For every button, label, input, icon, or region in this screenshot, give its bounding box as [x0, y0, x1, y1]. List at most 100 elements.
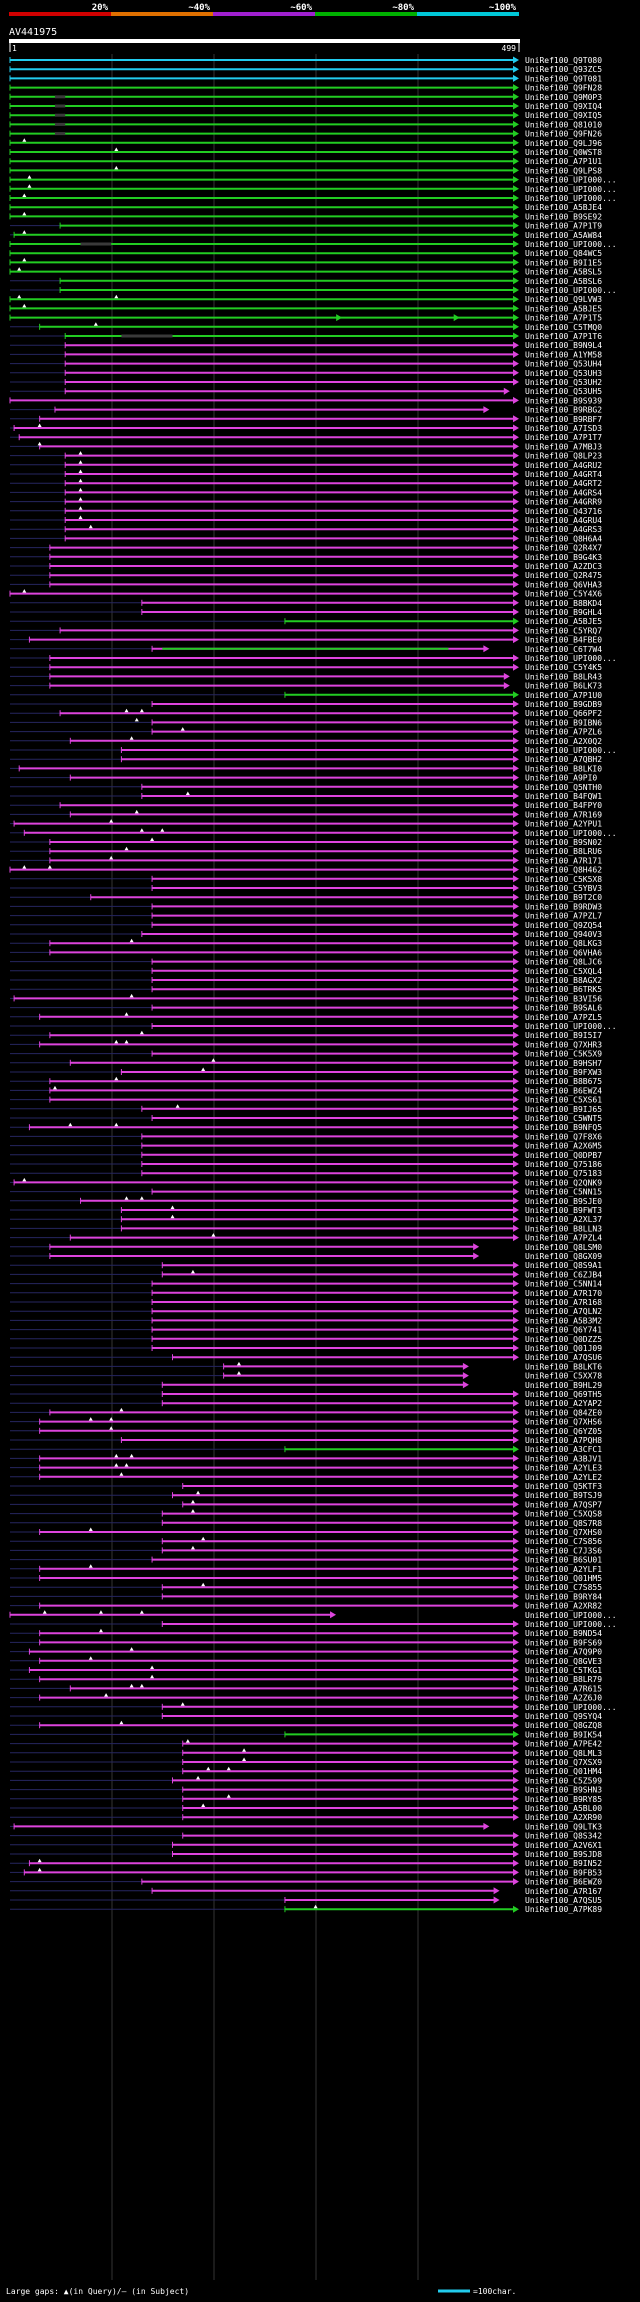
- query-gap-mark: [109, 855, 114, 860]
- hit-row: UniRef100_UPI000...: [10, 1620, 617, 1629]
- hit-row: UniRef100_Q9XIQ4: [9, 102, 602, 111]
- hit-row: UniRef100_A7P1T5: [9, 314, 602, 323]
- hit-row: UniRef100_Q81010: [9, 120, 602, 129]
- query-gap-mark: [150, 1665, 155, 1669]
- query-gap-mark: [88, 1564, 93, 1568]
- hit-arrow: [513, 84, 519, 92]
- hit-row: UniRef100_C6ZJB4: [10, 1269, 602, 1279]
- hit-row: UniRef100_Q9FN28: [9, 84, 602, 93]
- hit-arrow: [513, 1096, 519, 1104]
- hit-arrow: [513, 185, 519, 193]
- hit-row: UniRef100_A7R171: [10, 855, 602, 865]
- hit-arrow: [513, 1316, 519, 1324]
- hit-label: UniRef100_UPI000...: [525, 176, 617, 185]
- hit-row: UniRef100_B6EWZ4: [10, 1085, 602, 1095]
- hit-arrow: [513, 1832, 519, 1840]
- hit-arrow: [513, 1565, 519, 1573]
- hit-row: UniRef100_Q8GX09: [10, 1252, 602, 1261]
- hit-arrow: [513, 1730, 519, 1738]
- hit-row: UniRef100_Q5KTF3: [10, 1482, 602, 1491]
- hit-arrow: [513, 350, 519, 358]
- hit-label: UniRef100_Q6YZ05: [525, 1427, 602, 1436]
- hit-arrow: [513, 507, 519, 515]
- hit-label: UniRef100_B9FS69: [525, 1638, 602, 1647]
- hit-label: UniRef100_Q9FN26: [525, 130, 602, 139]
- hit-arrow: [513, 488, 519, 496]
- hit-row: UniRef100_A7R170: [10, 1289, 602, 1298]
- hit-arrow: [483, 406, 490, 414]
- hit-arrow: [513, 1841, 519, 1849]
- query-gap-mark: [313, 1904, 318, 1909]
- query-gap-mark: [226, 1794, 231, 1798]
- hit-row: UniRef100_C5Y4K5: [10, 663, 602, 672]
- hit-label: UniRef100_B4FPY0: [525, 801, 602, 810]
- hit-label: UniRef100_A5BL00: [525, 1804, 602, 1813]
- hit-label: UniRef100_B9SE92: [525, 212, 602, 221]
- hit-label: UniRef100_B9HL29: [525, 1381, 602, 1390]
- hit-row: UniRef100_Q6VHA3: [10, 580, 602, 589]
- hit-arrow: [513, 176, 519, 184]
- hit-arrow: [513, 415, 519, 423]
- hit-row: UniRef100_Q7F8X6: [10, 1132, 602, 1141]
- hit-label: UniRef100_Q9LJ96: [525, 139, 602, 148]
- query-gap-mark: [226, 1766, 231, 1771]
- hit-row: UniRef100_A2YAP2: [10, 1399, 602, 1408]
- hit-row: UniRef100_Q9M0P3: [9, 93, 602, 102]
- hit-label: UniRef100_B6SU01: [525, 1556, 602, 1565]
- hit-arrow: [513, 1482, 519, 1490]
- query-gap-mark: [37, 1858, 42, 1863]
- hit-arrow: [513, 304, 519, 312]
- hit-arrow: [513, 314, 519, 322]
- identity-scale-segment: [417, 12, 519, 16]
- hit-arrow: [503, 387, 510, 395]
- hit-row: UniRef100_B9RDW3: [10, 902, 602, 911]
- hit-row: UniRef100_A2YPU1: [10, 819, 602, 829]
- hit-arrow: [513, 433, 519, 441]
- hit-arrow: [513, 1648, 519, 1656]
- hit-arrow: [513, 120, 519, 128]
- hit-arrow: [513, 1390, 519, 1398]
- hit-label: UniRef100_Q6Y741: [525, 1326, 602, 1335]
- hit-label: UniRef100_B9ND54: [525, 1629, 602, 1638]
- hit-arrow: [513, 396, 519, 404]
- hit-label: UniRef100_Q7XHS6: [525, 1418, 602, 1427]
- hit-label: UniRef100_A3BJV1: [525, 1454, 602, 1463]
- hit-row: UniRef100_A7PK89: [10, 1904, 602, 1914]
- hit-row: UniRef100_Q7XSX9: [10, 1757, 602, 1767]
- hit-label: UniRef100_Q0WST8: [525, 148, 602, 157]
- hit-row: UniRef100_C5NN15: [10, 1188, 602, 1197]
- hit-row: UniRef100_B4FBE0: [10, 636, 602, 645]
- hit-label: UniRef100_B9IBN6: [525, 718, 602, 727]
- hit-label: UniRef100_B8LR79: [525, 1675, 602, 1684]
- hit-arrow: [513, 1197, 519, 1205]
- hit-row: UniRef100_C5YBV3: [10, 884, 602, 893]
- hit-label: UniRef100_A9PI0: [525, 774, 597, 783]
- hit-arrow: [513, 912, 519, 920]
- hit-arrow: [513, 1427, 519, 1435]
- hit-label: UniRef100_B8AGX2: [525, 976, 602, 985]
- hit-arrow: [513, 875, 519, 883]
- hit-row: UniRef100_A7PQH8: [10, 1436, 602, 1445]
- hit-arrow: [513, 1868, 519, 1876]
- hit-arrow: [513, 1169, 519, 1177]
- hit-label: UniRef100_B8LRU6: [525, 847, 602, 856]
- hit-label: UniRef100_A7R169: [525, 810, 602, 819]
- hit-row: UniRef100_C5Z599: [10, 1775, 602, 1785]
- hit-arrow: [513, 277, 519, 285]
- hit-arrow: [513, 1031, 519, 1039]
- query-gap-mark: [196, 1775, 201, 1780]
- hit-label: UniRef100_C6ZJB4: [525, 1270, 602, 1279]
- hit-arrow: [513, 194, 519, 202]
- hit-arrow: [513, 1022, 519, 1030]
- hit-row: UniRef100_B9IBN6: [10, 717, 602, 727]
- hit-arrow: [493, 1896, 500, 1904]
- hit-row: UniRef100_C5XQL4: [10, 967, 602, 976]
- hit-arrow: [462, 1372, 469, 1380]
- hit-row: UniRef100_UPI000...: [10, 286, 617, 295]
- hit-label: UniRef100_Q8LSM0: [525, 1243, 602, 1252]
- hit-row: UniRef100_A7R169: [10, 809, 602, 819]
- hit-arrow: [513, 976, 519, 984]
- hit-row: UniRef100_Q7XHR3: [10, 1039, 602, 1049]
- query-ruler: 1 499: [9, 39, 520, 53]
- hit-arrow: [513, 1408, 519, 1416]
